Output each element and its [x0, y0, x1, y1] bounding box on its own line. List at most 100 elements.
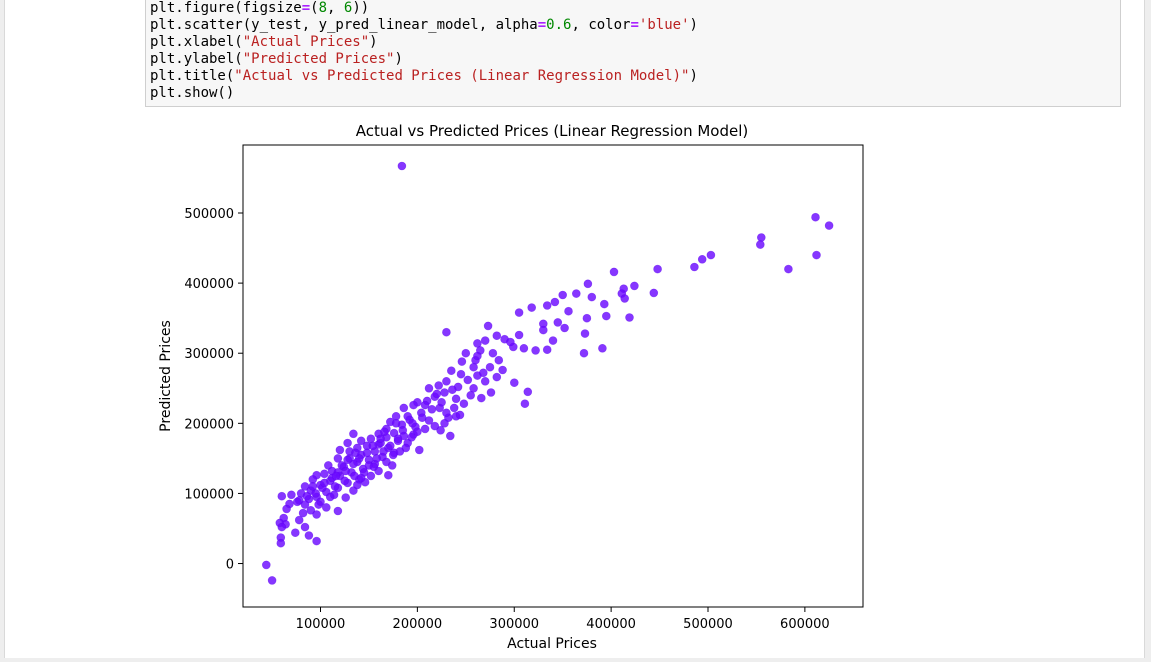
scatter-point: [414, 445, 424, 455]
code-token: 'blue': [638, 17, 690, 33]
scatter-point: [312, 536, 321, 546]
scatter-point: [434, 381, 444, 390]
scatter-point: [409, 400, 418, 410]
scatter-point: [523, 387, 533, 397]
scatter-point: [308, 482, 318, 491]
code-token: )): [352, 0, 370, 16]
scatter-point: [300, 500, 310, 509]
scatter-point: [447, 385, 457, 395]
scatter-point: [366, 434, 376, 444]
code-token: plt.scatter(y_test, y_pred_linear_model,…: [150, 17, 538, 33]
scatter-point: [492, 372, 502, 382]
scatter-point: [282, 504, 291, 514]
code-line: plt.title("Actual vs Predicted Prices (L…: [150, 68, 698, 84]
scatter-point: [598, 344, 607, 353]
scatter-point: [420, 400, 430, 410]
code-token: ): [689, 68, 698, 84]
scatter-point: [356, 436, 366, 446]
code-token: 8: [318, 0, 328, 16]
scatter-point: [287, 490, 296, 500]
code-token: ,: [327, 0, 344, 16]
code-token: =: [537, 17, 547, 33]
scatter-point: [320, 478, 329, 488]
x-tick-label: 200000: [393, 617, 443, 632]
chart-title: Actual vs Predicted Prices (Linear Regre…: [356, 122, 749, 140]
scatter-point: [372, 454, 381, 463]
code-editor[interactable]: plt.figure(figsize=(8, 6)) plt.scatter(y…: [146, 0, 698, 102]
scatter-point: [349, 459, 358, 469]
scatter-point: [480, 376, 490, 386]
scatter-point: [300, 522, 310, 532]
scatter-point: [494, 355, 504, 365]
scatter-point: [449, 403, 459, 413]
scatter-point: [579, 348, 589, 358]
scatter-point: [498, 365, 507, 375]
x-tick-label: 300000: [489, 617, 539, 632]
scatter-point: [466, 390, 476, 400]
scatter-point: [366, 471, 376, 481]
code-token: =: [301, 0, 311, 16]
y-tick-label: 500000: [184, 207, 234, 222]
scatter-point: [649, 288, 659, 298]
scatter-point: [476, 393, 486, 403]
code-token: 0.6: [546, 17, 572, 33]
scatter-point: [480, 336, 490, 345]
scatter-point: [306, 505, 316, 515]
scatter-point: [374, 466, 383, 476]
code-token: plt.show(): [150, 85, 235, 101]
x-tick-label: 400000: [586, 617, 636, 632]
scatter-point: [514, 308, 524, 317]
scatter-point: [520, 399, 530, 409]
code-token: =: [630, 17, 639, 33]
plot-frame: [242, 144, 864, 608]
scatter-point: [277, 491, 287, 501]
scatter-point: [413, 427, 422, 437]
code-line: plt.scatter(y_test, y_pred_linear_model,…: [150, 17, 698, 33]
y-tick-label: 200000: [184, 417, 234, 432]
y-tick-label: 0: [226, 558, 234, 573]
scatter-point: [620, 294, 630, 303]
scatter-point: [601, 311, 611, 321]
scatter-point: [587, 292, 597, 302]
scatter-point: [403, 411, 413, 421]
code-token: plt.figure(figsize: [150, 0, 302, 16]
scatter-point: [293, 497, 302, 507]
code-token: 6: [343, 0, 353, 16]
scatter-point: [553, 318, 563, 327]
scatter-point: [343, 438, 352, 448]
notebook-page: [4, 0, 1145, 658]
code-token: "Actual vs Predicted Prices (Linear Regr…: [234, 68, 690, 84]
scatter-point: [469, 362, 478, 372]
scatter-point: [267, 576, 277, 585]
scatter-point: [756, 233, 766, 242]
scatter-point: [784, 264, 793, 274]
cell-output: 100000 200000 300000 400000 500000 600000 0 100…: [145, 108, 1121, 658]
code-token: plt.title(: [150, 68, 235, 84]
code-cell[interactable]: plt.figure(figsize=(8, 6)) plt.scatter(y…: [145, 0, 1121, 107]
scatter-point: [542, 345, 552, 354]
scatter-point: [514, 330, 524, 340]
scatter-point: [630, 281, 639, 291]
scatter-point: [420, 424, 430, 434]
scatter-point: [424, 383, 434, 393]
scatter-point: [262, 560, 271, 570]
scatter-point: [387, 461, 397, 470]
scatter-point: [277, 522, 287, 532]
scatter-point: [582, 313, 592, 323]
scatter-point: [302, 491, 312, 501]
scatter-point: [457, 357, 467, 366]
code-token: ): [369, 34, 378, 50]
scatter-point: [459, 399, 469, 409]
scatter-point: [276, 538, 286, 548]
scatter-point: [384, 470, 393, 480]
scatter-point: [417, 413, 427, 423]
scatter-point: [407, 432, 416, 442]
code-token: (: [310, 0, 319, 16]
scatter-point: [388, 450, 398, 460]
y-tick-label: 300000: [184, 347, 234, 362]
code-line: plt.ylabel("Predicted Prices"): [150, 51, 403, 67]
data-points: [262, 161, 834, 585]
scatter-point: [580, 329, 590, 338]
scatter-point: [509, 378, 519, 388]
code-token: plt.xlabel(: [150, 34, 243, 50]
